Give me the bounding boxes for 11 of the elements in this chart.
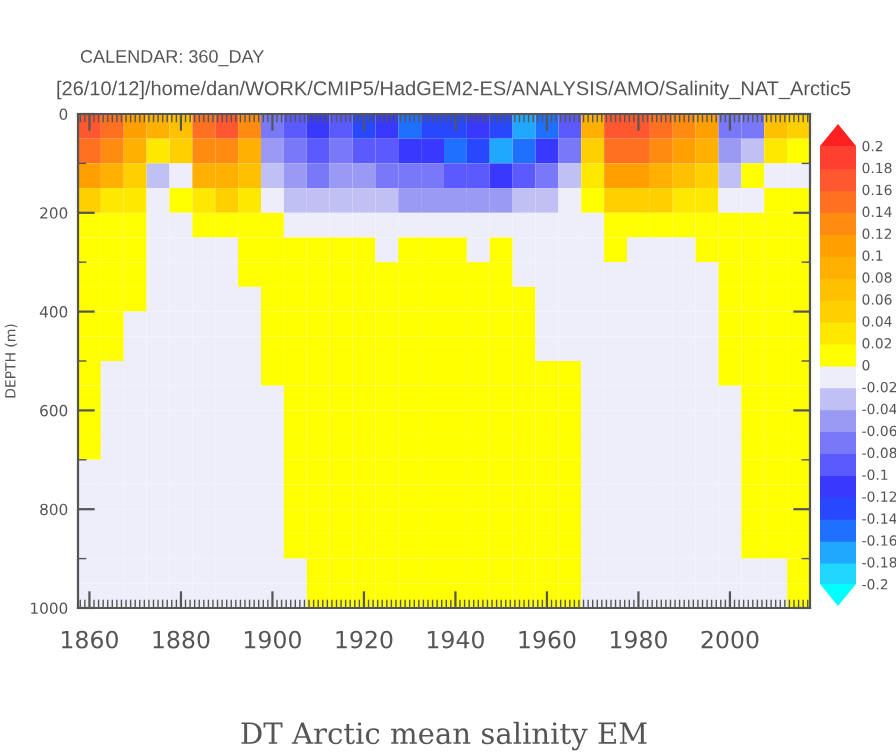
text: CALENDAR: 360_DAY <box>80 50 264 67</box>
x-tick-label: 1860 <box>61 630 118 649</box>
text: [26/10/12]/home/dan/WORK/CMIP5/HadGEM2-ES/ANALYSIS/AMO/Salinity_NAT_Arctic5 <box>57 80 851 100</box>
text: DT Arctic mean salinity EM <box>241 721 647 751</box>
x-tick-label: 1960 <box>519 630 576 649</box>
x-tick-label: 1900 <box>244 630 301 649</box>
x-tick-label: 1940 <box>427 630 484 649</box>
x-tick-label: 1920 <box>336 630 393 649</box>
x-tick-label: 1880 <box>153 630 210 649</box>
x-tick-label: 1980 <box>610 630 667 649</box>
x-tick-label: 2000 <box>701 630 759 649</box>
